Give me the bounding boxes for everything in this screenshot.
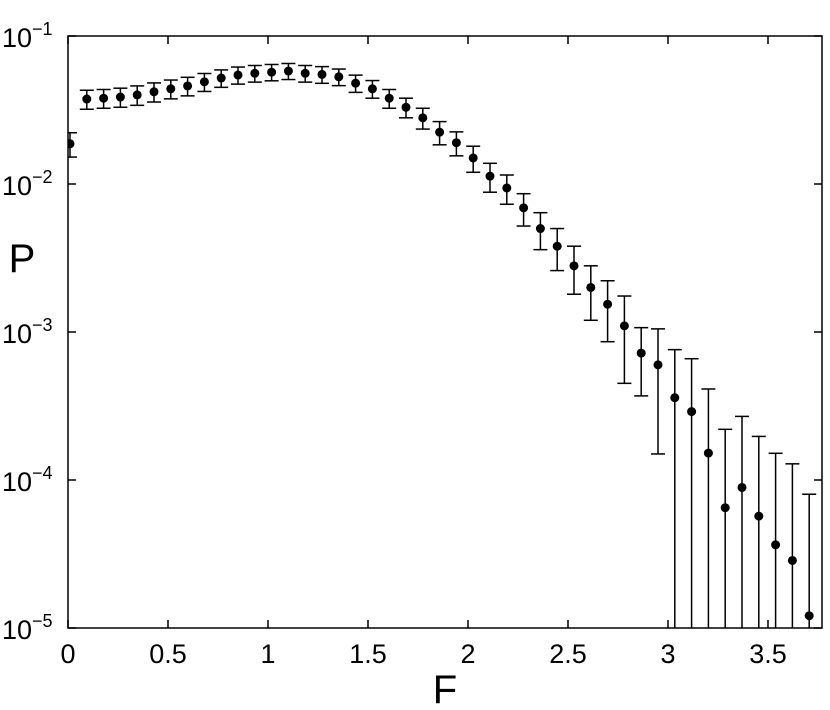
y-tick-base: 10 [2, 23, 32, 53]
y-tick-base: 10 [2, 319, 32, 349]
point [132, 90, 142, 100]
point [720, 503, 730, 513]
point [367, 84, 377, 94]
x-tick-label: 3 [660, 639, 675, 669]
point [535, 224, 545, 234]
y-tick-exponent: −3 [32, 315, 53, 335]
point [401, 102, 411, 112]
point [115, 92, 125, 102]
point [653, 360, 663, 370]
point [267, 67, 277, 77]
point [485, 171, 495, 181]
point [216, 73, 226, 83]
x-tick-label: 2.5 [549, 639, 587, 669]
point [754, 511, 764, 521]
point [99, 93, 109, 103]
x-tick-label: 3.5 [749, 639, 787, 669]
y-tick-exponent: −5 [32, 611, 53, 631]
point [703, 448, 713, 458]
point [603, 299, 613, 309]
y-tick-base: 10 [2, 171, 32, 201]
y-axis-label: P [9, 237, 36, 281]
y-tick-label: 10−5 [2, 611, 53, 645]
x-tick-label: 1.5 [349, 639, 387, 669]
point [451, 138, 461, 148]
point [468, 153, 478, 163]
y-tick-label: 10−3 [2, 315, 53, 349]
point [737, 482, 747, 492]
point [384, 93, 394, 103]
point [166, 84, 176, 94]
point [771, 540, 781, 550]
x-axis-label: F [433, 668, 457, 710]
point [300, 68, 310, 78]
y-tick-exponent: −4 [32, 463, 53, 483]
point [317, 69, 327, 79]
point [552, 241, 562, 251]
point [687, 407, 697, 417]
y-tick-label: 10−4 [2, 463, 53, 497]
point [283, 66, 293, 76]
y-tick-label: 10−2 [2, 167, 53, 201]
point [199, 77, 209, 87]
x-tick-label: 0 [60, 639, 75, 669]
y-tick-base: 10 [2, 467, 32, 497]
point [233, 70, 243, 80]
point [619, 321, 629, 331]
point [787, 555, 797, 565]
point [670, 393, 680, 403]
point [519, 203, 529, 213]
point [183, 81, 193, 91]
point [82, 94, 92, 104]
plot-area [68, 62, 817, 628]
point [569, 261, 579, 271]
point [502, 183, 512, 193]
point [636, 348, 646, 358]
y-tick-base: 10 [2, 615, 32, 645]
y-tick-exponent: −2 [32, 167, 53, 187]
point [804, 611, 814, 621]
y-tick-exponent: −1 [32, 19, 53, 39]
x-tick-label: 1 [260, 639, 275, 669]
point [586, 282, 596, 292]
x-tick-label: 2 [460, 639, 475, 669]
point [149, 87, 159, 97]
point [250, 68, 260, 78]
point [68, 139, 75, 149]
point [418, 113, 428, 123]
x-tick-label: 0.5 [149, 639, 187, 669]
point [351, 78, 361, 88]
point [435, 127, 445, 137]
y-tick-label: 10−1 [2, 19, 53, 53]
point [334, 72, 344, 82]
